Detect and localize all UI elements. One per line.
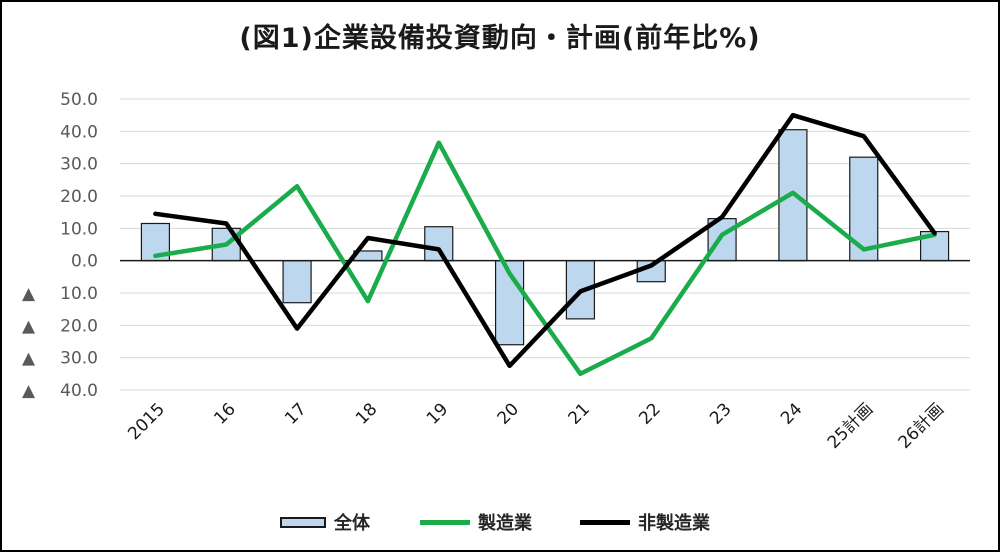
series-line [153, 140, 937, 377]
y-tick-label: 40.0 [60, 381, 98, 401]
y-tick-label: 40.0 [60, 122, 98, 142]
bar [424, 226, 454, 262]
line-series [153, 112, 937, 377]
legend-swatch-all [280, 516, 326, 528]
x-tick-label: 23 [706, 399, 735, 428]
x-tick-label: 25計画 [824, 399, 877, 452]
x-tick-label: 22 [635, 399, 664, 428]
y-tick-label: 20.0 [60, 187, 98, 207]
y-tick-label: 20.0 [60, 316, 98, 336]
chart-title: (図1)企業設備投資動向・計画(前年比%) [239, 23, 761, 54]
y-tick-label: 30.0 [60, 155, 98, 175]
legend-item-manufacturing: 製造業 [420, 507, 532, 537]
y-tick-label-marker: ▲ [22, 284, 36, 304]
x-tick-label: 17 [281, 399, 310, 428]
gridlines [120, 98, 970, 391]
x-tick-label: 21 [565, 399, 594, 428]
x-tick-label: 20 [494, 399, 523, 428]
x-tick-label: 24 [777, 399, 806, 428]
y-tick-label: 0.0 [71, 252, 98, 272]
legend-item-all: 全体 [280, 507, 370, 537]
y-tick-label-marker: ▲ [22, 316, 36, 336]
y-tick-label: 30.0 [60, 349, 98, 369]
legend-label-manufacturing: 製造業 [478, 513, 532, 534]
x-axis-ticks: 2015 16 17 18 19 20 21 22 23 24 25計画 26計画 [124, 399, 948, 452]
series-line [153, 112, 937, 369]
y-tick-label: 10.0 [60, 284, 98, 304]
y-tick-label: 50.0 [60, 90, 98, 110]
y-tick-label: 10.0 [60, 219, 98, 239]
y-tick-label-marker: ▲ [22, 349, 36, 369]
legend: 全体 製造業 非製造業 [2, 507, 998, 537]
x-tick-label: 2015 [124, 399, 169, 444]
bar [282, 260, 312, 304]
y-tick-label-marker: ▲ [22, 381, 36, 401]
legend-item-non-manufacturing: 非製造業 [580, 507, 710, 537]
chart-plot: 50.0 40.0 30.0 20.0 10.0 0.0 ▲ 10.0 ▲ 20.0 ▲ 30.0 ▲ 4… [22, 90, 970, 453]
legend-swatch-manufacturing [420, 519, 470, 525]
legend-swatch-non-manufacturing [580, 519, 630, 525]
y-axis-ticks: 50.0 40.0 30.0 20.0 10.0 0.0 ▲ 10.0 ▲ 20.0 ▲ 30.0 ▲ 4… [22, 90, 98, 401]
bar-series-all [140, 129, 950, 346]
legend-label-non-manufacturing: 非製造業 [638, 513, 710, 534]
x-tick-label: 26計画 [895, 399, 948, 452]
legend-label-all: 全体 [334, 513, 370, 534]
x-tick-label: 18 [352, 399, 381, 428]
x-tick-label: 16 [210, 399, 239, 428]
x-tick-label: 19 [423, 399, 452, 428]
